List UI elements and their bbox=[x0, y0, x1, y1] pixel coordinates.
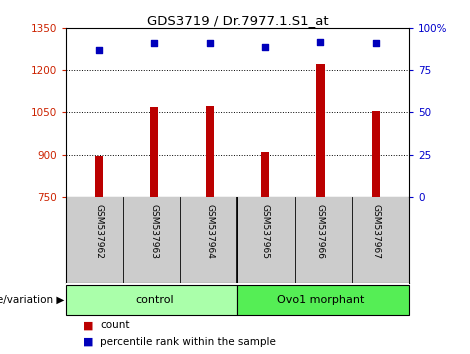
Bar bbox=[95, 156, 103, 196]
Title: GDS3719 / Dr.7977.1.S1_at: GDS3719 / Dr.7977.1.S1_at bbox=[147, 14, 328, 27]
Text: control: control bbox=[135, 295, 173, 305]
Text: genotype/variation ▶: genotype/variation ▶ bbox=[0, 295, 65, 305]
Bar bbox=[66, 285, 237, 315]
Text: percentile rank within the sample: percentile rank within the sample bbox=[100, 337, 276, 347]
Text: GSM537964: GSM537964 bbox=[205, 204, 214, 258]
Point bbox=[261, 44, 269, 50]
Text: Ovo1 morphant: Ovo1 morphant bbox=[277, 295, 364, 305]
Text: GSM537965: GSM537965 bbox=[260, 204, 269, 258]
Text: GSM537966: GSM537966 bbox=[316, 204, 325, 258]
Text: GSM537963: GSM537963 bbox=[150, 204, 159, 258]
Point bbox=[95, 47, 103, 53]
Text: count: count bbox=[100, 320, 130, 330]
Bar bbox=[316, 64, 324, 196]
Bar bbox=[372, 112, 380, 196]
Text: ■: ■ bbox=[83, 337, 94, 347]
Point bbox=[206, 41, 213, 46]
Point bbox=[372, 41, 379, 46]
Bar bbox=[237, 285, 409, 315]
Text: ■: ■ bbox=[83, 320, 94, 330]
Bar bbox=[150, 107, 158, 196]
Bar bbox=[205, 106, 214, 196]
Point bbox=[317, 39, 324, 45]
Text: GSM537962: GSM537962 bbox=[94, 204, 103, 258]
Point bbox=[150, 41, 158, 46]
Text: GSM537967: GSM537967 bbox=[371, 204, 380, 258]
Bar bbox=[261, 152, 269, 196]
